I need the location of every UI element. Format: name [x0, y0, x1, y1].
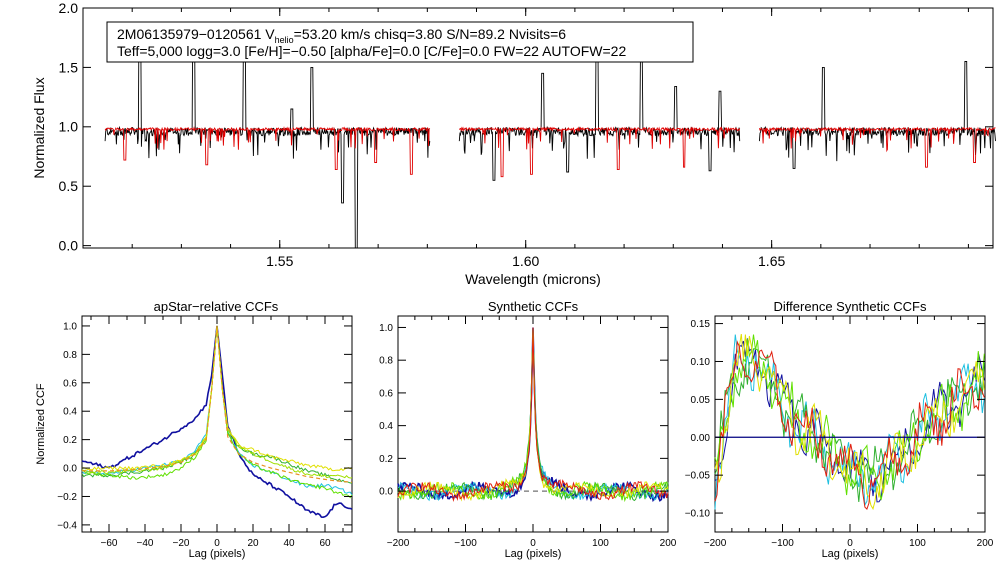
difference-ccf-line-3 [714, 348, 985, 502]
apstar-ccf-traces [81, 325, 353, 519]
synthetic-ccf-panel: Synthetic CCFs −200 −100 0 100 200 0.0 0.2 0.4 0… [379, 299, 677, 560]
synthetic-ccf-y-tick-label: 1.0 [379, 323, 393, 334]
spectrum-panel: 1.55 1.60 1.65 0.0 0.5 1.0 1.5 2.0 2M06135979−0… [31, 0, 996, 287]
difference-ccf-y-tick-label: 0.05 [691, 395, 711, 406]
info-line-1: 2M06135979−0120561 Vhelio=53.20 km/s chi… [117, 26, 566, 45]
synthetic-ccf-x-tick-label: −200 [387, 538, 410, 549]
difference-ccf-panel: Difference Synthetic CCFs −200 −100 0 100 20… [685, 299, 994, 560]
synthetic-ccf-line-1 [397, 327, 669, 503]
difference-ccf-x-axis-label: Lag (pixels) [822, 548, 879, 560]
apstar-ccf-x-tick-label: 60 [319, 538, 331, 549]
apstar-ccf-y-tick-label: 0.6 [63, 378, 77, 389]
spectrum-axes: 1.55 1.60 1.65 0.0 0.5 1.0 1.5 2.0 [59, 0, 993, 269]
synthetic-ccf-x-axis-label: Lag (pixels) [505, 548, 562, 560]
apstar-ccf-axes: −60 −40 −20 0 20 40 60 −0.4 −0.2 0.0 0.2 0.4 0.6 0.8 1… [57, 316, 352, 549]
synthetic-ccf-x-tick-label: 0 [530, 538, 536, 549]
difference-ccf-line-6 [714, 340, 985, 511]
apstar-ccf-x-tick-label: −40 [137, 538, 154, 549]
synthetic-ccf-line-6 [397, 327, 669, 503]
apstar-ccf-y-tick-label: 0.4 [63, 407, 77, 418]
difference-ccf-y-tick-label: −0.05 [685, 471, 711, 482]
apstar-ccf-y-tick-label: −0.4 [57, 520, 77, 531]
difference-ccf-y-tick-label: 0.10 [691, 357, 711, 368]
spectrum-x-tick-label: 1.60 [512, 253, 539, 269]
difference-ccf-line-5 [714, 334, 985, 511]
apstar-ccf-y-tick-label: 0.2 [63, 435, 77, 446]
difference-ccf-x-tick-label: 200 [977, 538, 994, 549]
difference-ccf-axes: −200 −100 0 100 200 −0.10 −0.05 0.00 0.05 0.10 0.1… [685, 316, 994, 549]
apstar-ccf-y-tick-label: 0.0 [63, 464, 77, 475]
apstar-ccf-reference-line [82, 325, 353, 483]
apstar-ccf-x-tick-label: 40 [283, 538, 295, 549]
difference-ccf-line-4 [714, 334, 985, 501]
info-box [106, 21, 694, 63]
spectrum-y-axis-label: Normalized Flux [31, 77, 47, 178]
difference-ccf-title: Difference Synthetic CCFs [774, 299, 927, 314]
synthetic-ccf-axes: −200 −100 0 100 200 0.0 0.2 0.4 0.6 0.8 1.0 [379, 316, 677, 549]
apstar-ccf-x-tick-label: −20 [173, 538, 190, 549]
synthetic-ccf-traces [397, 327, 669, 503]
spectrum-y-tick-label: 0.0 [59, 238, 79, 254]
apstar-ccf-title: apStar−relative CCFs [154, 299, 279, 314]
difference-ccf-traces [714, 334, 985, 511]
observed-spectrum-chip-1 [104, 28, 431, 249]
model-spectrum-chip-3 [758, 126, 996, 168]
model-spectrum-chip-1 [104, 126, 431, 175]
apstar-ccf-line-5 [81, 325, 353, 479]
apstar-ccf-line-1 [81, 325, 353, 519]
apstar-ccf-y-tick-label: −0.2 [57, 492, 77, 503]
info-line-2: Teff=5,000 logg=3.0 [Fe/H]=−0.50 [alpha/… [117, 43, 626, 59]
info-fit-stats: =53.20 km/s chisq=3.80 S/N=89.2 Nvisits=… [294, 26, 567, 42]
difference-ccf-y-tick-label: 0.15 [691, 319, 711, 330]
spectrum-y-tick-label: 2.0 [59, 0, 79, 16]
synthetic-ccf-y-tick-label: 0.4 [379, 421, 393, 432]
apstar-ccf-y-tick-label: 0.8 [63, 350, 77, 361]
apstar-ccf-line-6 [81, 325, 353, 472]
model-spectrum-chip-2 [458, 126, 741, 178]
spectrum-y-tick-label: 1.0 [59, 119, 79, 135]
apstar-ccf-y-axis-label: Normalized CCF [35, 383, 47, 465]
apstar-ccf-x-axis-label: Lag (pixels) [189, 548, 246, 560]
apstar-ccf-x-tick-label: 20 [247, 538, 259, 549]
apstar-ccf-y-tick-label: 1.0 [63, 321, 77, 332]
synthetic-ccf-y-tick-label: 0.2 [379, 454, 393, 465]
spectrum-x-tick-label: 1.65 [758, 253, 785, 269]
difference-ccf-x-tick-label: 0 [847, 538, 853, 549]
synthetic-ccf-y-tick-label: 0.6 [379, 388, 393, 399]
spectrum-x-axis-label: Wavelength (microns) [465, 271, 601, 287]
apstar-ccf-x-tick-label: 0 [214, 538, 220, 549]
observed-spectrum-chip-3 [758, 61, 996, 169]
info-star-id-velocity-label: 2M06135979−0120561 V [117, 26, 275, 42]
synthetic-ccf-x-tick-label: 100 [592, 538, 609, 549]
spectrum-traces [104, 28, 996, 249]
apstar-ccf-frame [81, 315, 353, 533]
difference-ccf-x-tick-label: 100 [909, 538, 926, 549]
spectrum-y-tick-label: 1.5 [59, 59, 79, 75]
synthetic-ccf-y-tick-label: 0.8 [379, 356, 393, 367]
info-helio-subscript: helio [275, 35, 294, 45]
apstar-ccf-x-tick-label: −60 [101, 538, 118, 549]
spectrum-y-tick-label: 0.5 [59, 178, 79, 194]
apstar-ccf-panel: apStar−relative CCFs −60 −40 −20 0 20 40 60 −0.… [35, 299, 353, 560]
synthetic-ccf-x-tick-label: −100 [454, 538, 477, 549]
spectrum-x-tick-label: 1.55 [266, 253, 293, 269]
apstar-ccf-line-2 [81, 325, 353, 496]
synthetic-ccf-x-tick-label: 200 [660, 538, 677, 549]
difference-ccf-x-tick-label: −100 [771, 538, 794, 549]
synthetic-ccf-y-tick-label: 0.0 [379, 487, 393, 498]
synthetic-ccf-title: Synthetic CCFs [488, 299, 579, 314]
difference-ccf-y-tick-label: 0.00 [691, 433, 711, 444]
difference-ccf-x-tick-label: −200 [704, 538, 727, 549]
difference-ccf-y-tick-label: −0.10 [685, 509, 711, 520]
